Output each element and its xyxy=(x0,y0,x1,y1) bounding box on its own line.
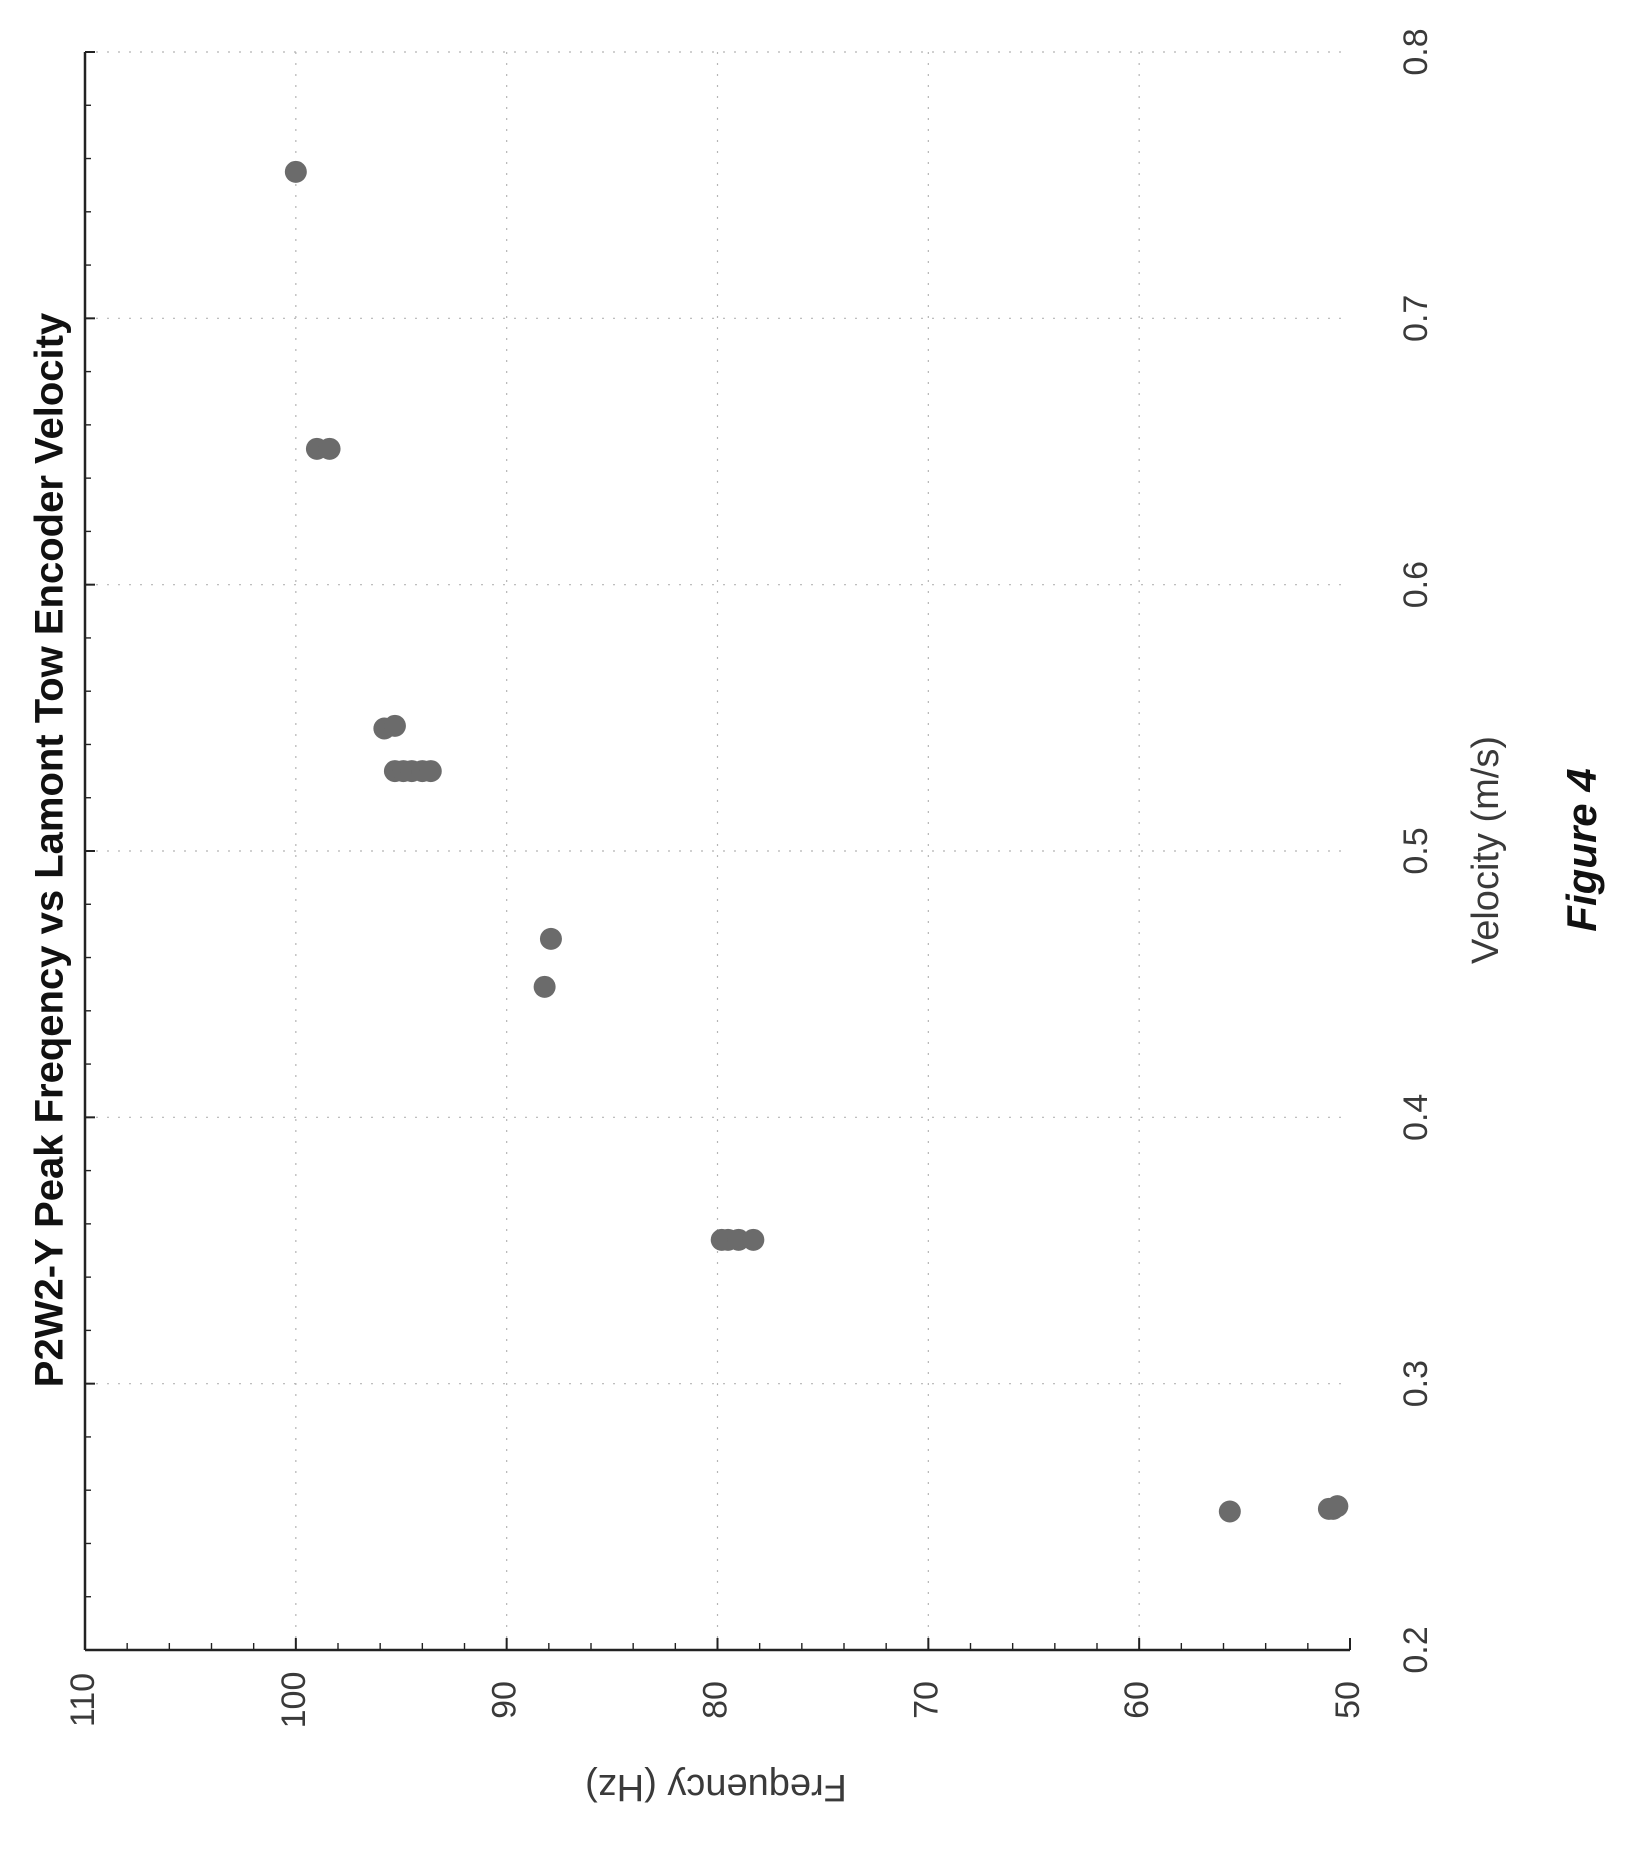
x-tick-label: 0.4 xyxy=(1397,1094,1435,1141)
y-tick-label: 50 xyxy=(1329,1681,1367,1719)
x-tick-label: 0.5 xyxy=(1397,827,1435,874)
data-point xyxy=(1218,1500,1241,1523)
y-tick-label: 70 xyxy=(907,1681,945,1719)
data-point xyxy=(533,975,556,998)
x-tick-label: 0.8 xyxy=(1397,28,1435,75)
data-point xyxy=(284,160,307,183)
axes xyxy=(83,52,1350,1652)
y-tick-label: 80 xyxy=(696,1681,734,1719)
x-tick-label: 0.6 xyxy=(1397,561,1435,608)
tick-labels: 0.2 0.3 0.4 0.5 0.6 0.7 0.8 50 60 70 80 90 100 110 xyxy=(64,28,1435,1728)
chart-title: P2W2-Y Peak Freqency vs Lamont Tow Encod… xyxy=(28,312,72,1387)
y-tick-label: 60 xyxy=(1118,1681,1156,1719)
x-tick-label: 0.7 xyxy=(1397,295,1435,342)
grid-lines xyxy=(84,51,1351,1651)
x-tick-label: 0.2 xyxy=(1397,1626,1435,1673)
x-axis-label: Velocity (m/s) xyxy=(1465,736,1507,964)
minor-ticks xyxy=(84,51,1351,1651)
y-tick-label: 100 xyxy=(275,1672,313,1729)
data-point xyxy=(539,927,562,950)
data-point xyxy=(419,760,442,783)
y-tick-label: 110 xyxy=(64,1673,102,1727)
data-point xyxy=(742,1228,765,1251)
y-tick-label: 90 xyxy=(486,1681,524,1719)
data-point xyxy=(383,714,406,737)
figure-caption: Figure 4 xyxy=(1558,768,1605,931)
data-point xyxy=(1326,1495,1349,1518)
data-point xyxy=(318,437,341,460)
y-axis-label: Frequency (Hz) xyxy=(585,1766,847,1808)
data-points xyxy=(284,160,1349,1523)
x-tick-label: 0.3 xyxy=(1397,1360,1435,1407)
